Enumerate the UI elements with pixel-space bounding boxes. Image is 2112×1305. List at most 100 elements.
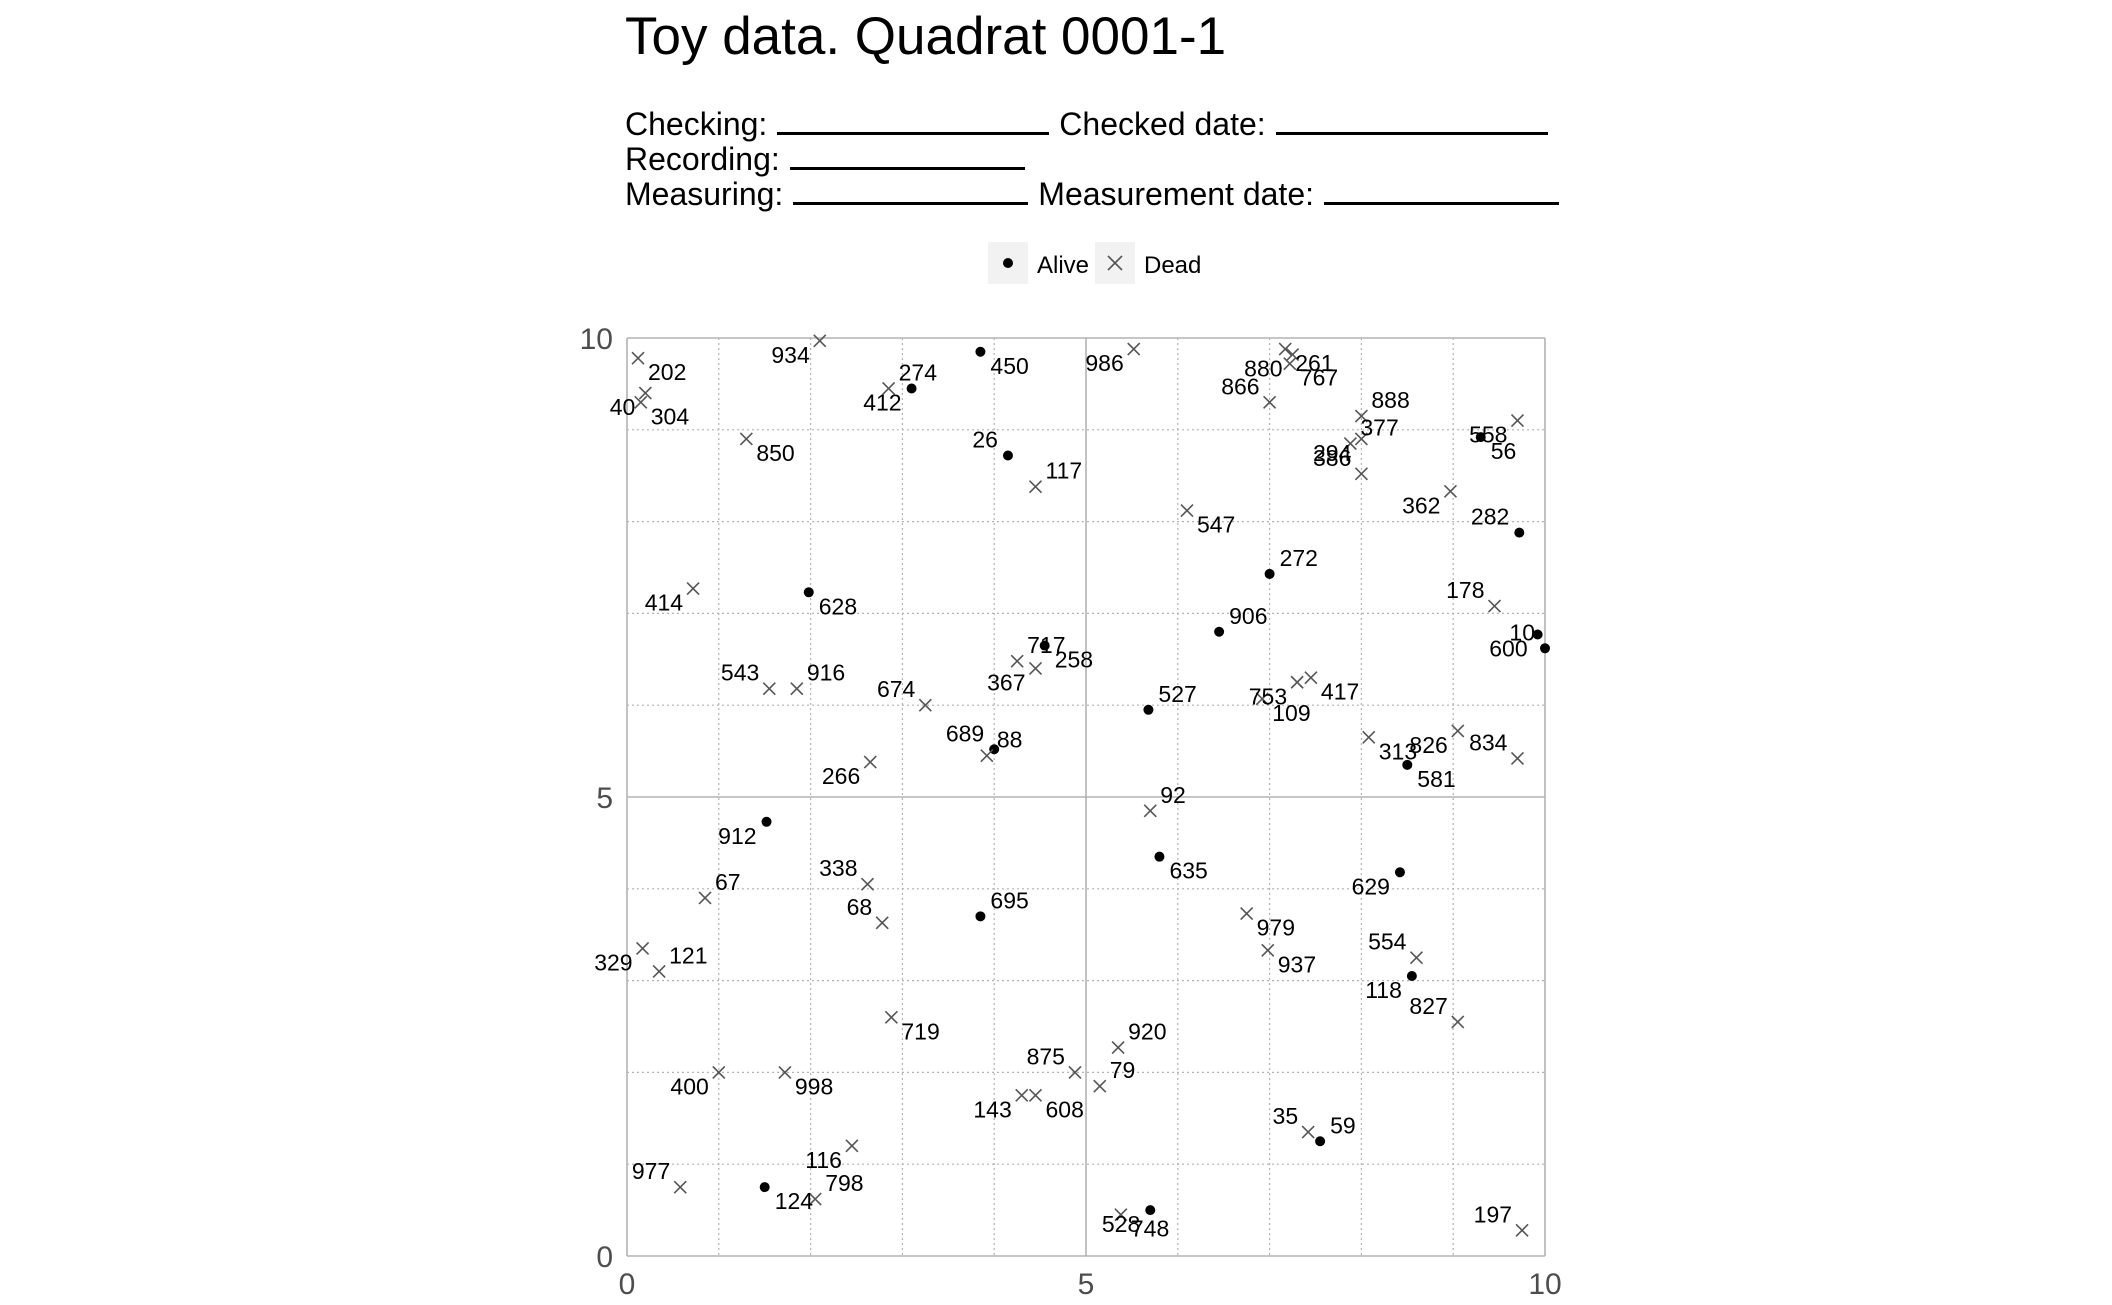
point-label: 527 <box>1158 681 1196 707</box>
dead-point <box>1093 1079 1107 1093</box>
dead-point <box>1354 432 1368 446</box>
point-label: 866 <box>1221 373 1259 399</box>
point-label: 554 <box>1368 929 1407 955</box>
point-label: 88 <box>997 727 1023 753</box>
measuring-label: Measuring: <box>625 176 784 212</box>
dead-point <box>980 749 994 763</box>
dead-point <box>652 964 666 978</box>
point-label: 414 <box>645 590 684 616</box>
y-tick-label: 0 <box>596 1241 613 1274</box>
point-label: 934 <box>771 342 810 368</box>
point-label: 937 <box>1278 951 1316 977</box>
point-label: 748 <box>1131 1216 1169 1242</box>
points <box>631 334 1550 1237</box>
legend-alive-label: Alive <box>1037 252 1089 279</box>
x-tick-label: 10 <box>1528 1268 1561 1301</box>
dead-point <box>1263 395 1277 409</box>
dead-point <box>918 698 932 712</box>
alive-point <box>761 816 772 827</box>
point-label: 528 <box>1102 1211 1140 1237</box>
point-label: 916 <box>807 660 845 686</box>
point-label: 258 <box>1055 647 1093 673</box>
alive-point <box>1002 450 1013 461</box>
point-label: 888 <box>1371 387 1409 413</box>
dead-point <box>1015 1088 1029 1102</box>
point-label: 367 <box>987 669 1025 695</box>
dead-point <box>638 386 652 400</box>
point-label: 689 <box>946 720 984 746</box>
point-label: 608 <box>1046 1096 1084 1122</box>
point-label: 261 <box>1295 350 1333 376</box>
point-label: 282 <box>1471 504 1509 530</box>
dead-point <box>1304 671 1318 685</box>
point-label: 753 <box>1249 683 1287 709</box>
point-label: 386 <box>1313 445 1351 471</box>
checked-date-label: Checked date: <box>1059 106 1266 142</box>
dead-point <box>1362 730 1376 744</box>
dead-point <box>1127 342 1141 356</box>
point-label: 543 <box>721 660 759 686</box>
point-label: 178 <box>1446 577 1484 603</box>
point-label: 558 <box>1469 422 1507 448</box>
dead-point <box>1354 467 1368 481</box>
point-label: 10 <box>1509 619 1535 645</box>
alive-point <box>1143 704 1154 715</box>
dead-point <box>1451 1015 1465 1029</box>
point-label: 26 <box>972 427 998 453</box>
point-label: 79 <box>1110 1057 1136 1083</box>
x-tick-label: 5 <box>1078 1268 1095 1301</box>
dead-point <box>1343 437 1357 451</box>
dead-point <box>1114 1208 1128 1222</box>
dead-point <box>813 334 827 348</box>
alive-point <box>1394 867 1405 878</box>
alive-point <box>1264 568 1275 579</box>
point-label: 417 <box>1321 679 1359 705</box>
point-label: 266 <box>822 763 860 789</box>
measuring-blank <box>793 176 1029 205</box>
dead-point <box>1028 661 1043 676</box>
dead-point <box>884 1010 898 1024</box>
point-label: 92 <box>1160 782 1186 808</box>
point-label: 581 <box>1417 766 1455 792</box>
point-label: 400 <box>670 1073 708 1099</box>
dead-point <box>863 755 877 769</box>
measurement-date-blank <box>1324 176 1559 205</box>
point-label: 274 <box>899 359 938 385</box>
dead-point <box>875 916 889 930</box>
legend-dead-label: Dead <box>1144 252 1201 279</box>
dead-point <box>1290 675 1304 689</box>
legend-alive-marker <box>1003 258 1013 268</box>
alive-point <box>1145 1205 1156 1216</box>
point-label: 121 <box>669 942 707 968</box>
alive-point <box>759 1182 770 1193</box>
dead-point <box>762 682 776 696</box>
point-label: 56 <box>1491 438 1517 464</box>
dead-point <box>808 1192 822 1206</box>
point-label: 40 <box>610 394 636 420</box>
dead-point <box>1255 692 1269 706</box>
point-label: 294 <box>1313 440 1352 466</box>
dead-point <box>1409 951 1424 965</box>
dead-point <box>686 582 700 596</box>
point-label: 998 <box>795 1073 833 1099</box>
y-tick-label: 5 <box>596 782 613 815</box>
point-label: 412 <box>863 389 901 415</box>
point-label: 880 <box>1244 356 1282 382</box>
dead-point <box>1028 480 1043 494</box>
alive-point <box>1532 629 1543 640</box>
point-label: 979 <box>1257 915 1295 941</box>
point-label: 197 <box>1474 1201 1512 1227</box>
dead-point <box>1301 1125 1315 1139</box>
alive-point <box>1406 971 1417 982</box>
dead-point <box>636 941 650 956</box>
point-label: 304 <box>651 403 690 429</box>
alive-point <box>1514 527 1525 538</box>
dead-point <box>1283 357 1297 371</box>
alive-point <box>906 383 917 394</box>
dead-point <box>673 1180 687 1194</box>
alive-point <box>803 587 814 598</box>
grid <box>626 337 1546 1257</box>
dead-point <box>1240 907 1254 921</box>
point-label: 67 <box>715 869 741 895</box>
